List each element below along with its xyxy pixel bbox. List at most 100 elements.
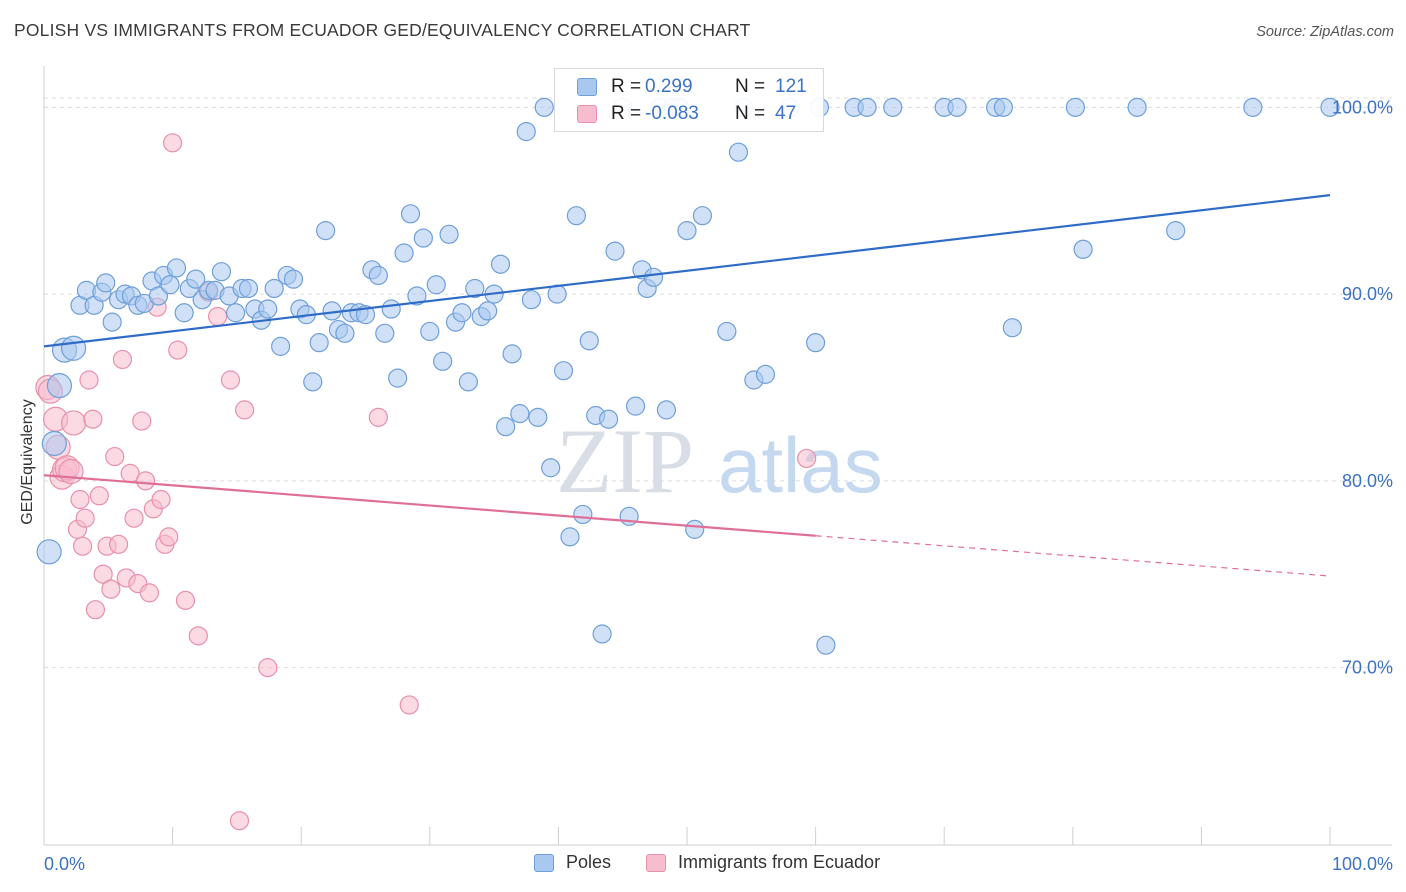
ecuador-point — [60, 410, 87, 436]
poles-point — [1002, 318, 1022, 338]
x-tick-label: 100.0% — [1332, 854, 1393, 874]
ecuador-point — [229, 811, 250, 831]
ecuador-point — [72, 536, 93, 556]
poles-point — [1320, 97, 1340, 117]
poles-point — [605, 241, 625, 261]
ecuador-point — [139, 583, 160, 603]
n-label: N = — [735, 76, 766, 97]
n-value: 121 — [775, 76, 807, 97]
ecuador-point — [163, 133, 183, 153]
poles-point — [528, 407, 548, 427]
poles-point — [283, 269, 304, 289]
poles-point — [685, 519, 705, 539]
poles-point — [264, 278, 284, 299]
ecuador-point — [108, 534, 129, 554]
legend-item-ecuador[interactable]: Immigrants from Ecuador — [646, 852, 880, 873]
poles-point — [439, 224, 459, 244]
legend-label: Immigrants from Ecuador — [678, 852, 881, 872]
y-tick-label: 80.0% — [1342, 471, 1393, 491]
ecuador-point — [159, 527, 179, 547]
poles-point — [388, 368, 408, 388]
poles-point — [400, 204, 421, 224]
poles-point — [36, 539, 62, 565]
ecuador-trend-line — [43, 474, 816, 537]
poles-point — [186, 269, 206, 289]
poles-point — [656, 400, 677, 420]
ecuador-point — [208, 306, 228, 327]
poles-point — [947, 97, 967, 117]
stats-legend: R = 0.299 N = 121 R = -0.083 N = 47 — [554, 68, 824, 132]
poles-point — [534, 97, 554, 117]
ecuador-point — [112, 349, 133, 370]
poles-point — [426, 275, 446, 295]
poles-point — [496, 417, 516, 437]
ecuador-point — [220, 370, 241, 390]
ecuador-swatch — [646, 853, 666, 872]
ecuador-point — [85, 600, 106, 620]
poles-point — [883, 97, 903, 117]
tick-labels: 70.0% 80.0% 90.0% 100.0% 0.0% 100.0% — [44, 97, 1393, 874]
ecuador-point — [79, 370, 99, 390]
poles-point — [521, 290, 541, 310]
poles-point — [573, 504, 593, 525]
ecuador-point — [75, 508, 95, 528]
poles-point — [993, 97, 1013, 117]
y-tick-label: 100.0% — [1332, 97, 1393, 117]
poles-point — [805, 333, 826, 353]
ecuador-point — [235, 400, 255, 420]
poles-point — [41, 430, 67, 457]
legend-item-poles[interactable]: Poles — [534, 852, 611, 873]
poles-point — [433, 351, 453, 371]
poles-point — [516, 122, 536, 142]
ecuador-point — [93, 564, 113, 584]
poles-point — [553, 361, 574, 381]
poles-swatch — [577, 78, 597, 96]
poles-point — [238, 278, 259, 299]
poles-point — [643, 267, 664, 287]
poles-point — [271, 336, 291, 356]
poles-point — [1243, 97, 1263, 117]
ecuador-swatch — [577, 105, 597, 123]
y-tick-label: 90.0% — [1342, 284, 1393, 304]
poles-point — [579, 331, 599, 351]
poles-point — [96, 273, 116, 293]
poles-point — [598, 409, 619, 429]
poles-point — [478, 301, 498, 321]
poles-point — [458, 372, 478, 392]
poles-point — [592, 624, 612, 644]
poles-point — [375, 323, 395, 343]
trend-lines — [43, 194, 1331, 577]
poles-point — [816, 635, 836, 655]
poles-point — [303, 372, 323, 392]
ecuador-point — [70, 489, 90, 510]
poles-point — [335, 323, 355, 343]
r-value: -0.083 — [645, 103, 699, 124]
poles-point — [407, 286, 427, 306]
poles-point — [692, 206, 713, 226]
poles-point — [413, 228, 433, 248]
legend-label: Poles — [566, 852, 612, 872]
poles-point — [1127, 97, 1147, 117]
poles-point — [566, 206, 587, 226]
poles-point — [46, 373, 73, 399]
ecuador-point — [151, 489, 171, 510]
poles-point — [1065, 97, 1085, 117]
poles-point — [452, 303, 472, 323]
watermark-zip: ZIP — [556, 410, 694, 512]
source-label: Source: ZipAtlas.com — [1256, 24, 1394, 40]
axes — [43, 66, 1392, 846]
poles-point — [625, 396, 646, 416]
ecuador-point — [89, 486, 109, 506]
poles-point — [60, 335, 87, 361]
n-label: N = — [735, 103, 766, 124]
ecuador-point — [83, 409, 103, 429]
ecuador-point — [796, 448, 817, 469]
poles-point — [174, 303, 194, 323]
poles-point — [510, 404, 530, 424]
poles-point — [677, 221, 697, 241]
poles-point — [394, 243, 414, 263]
x-tick-label: 0.0% — [44, 854, 85, 874]
ecuador-point — [399, 695, 419, 715]
ecuador-point — [58, 458, 84, 485]
